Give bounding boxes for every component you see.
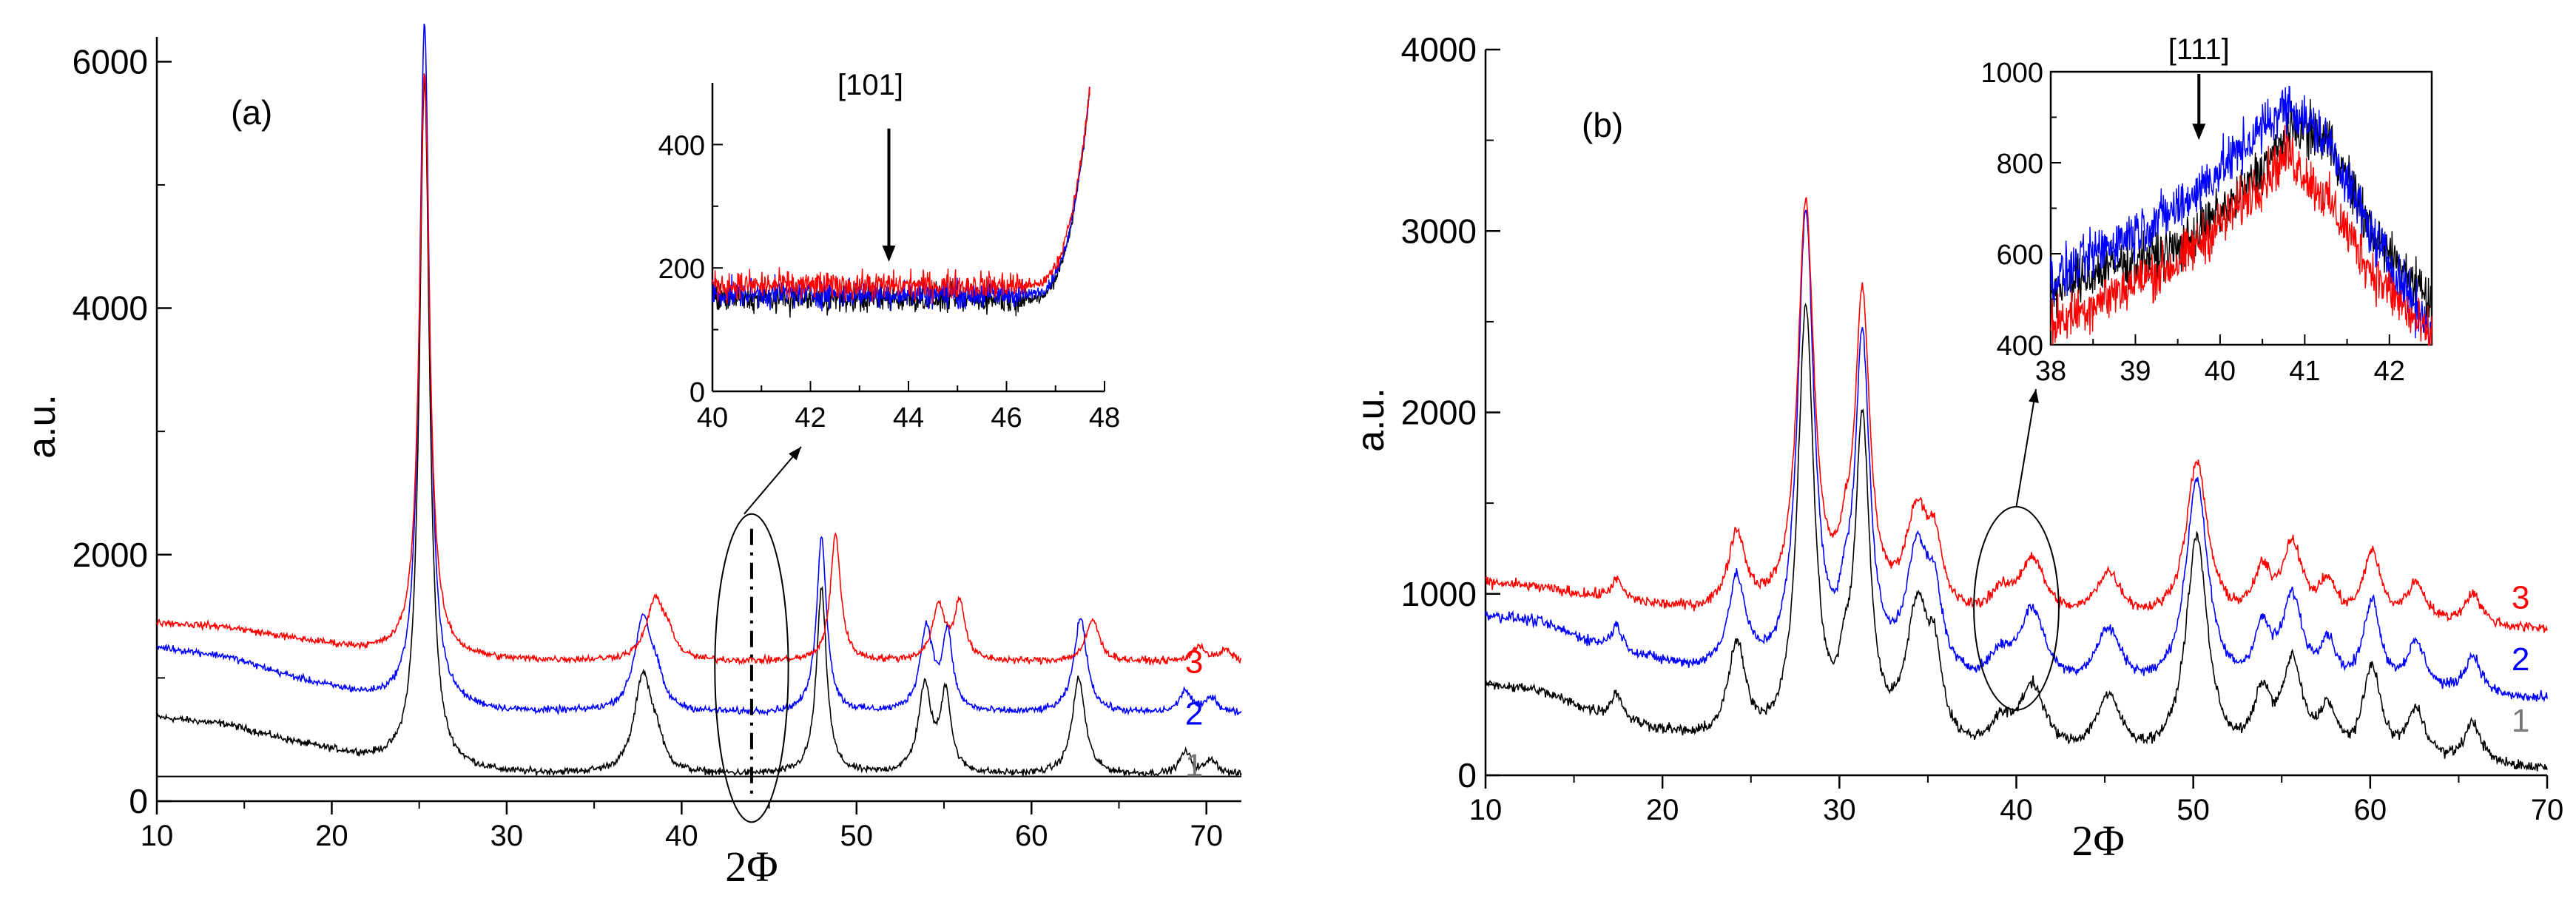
inset-x-tick-label: 46 — [991, 402, 1022, 434]
x-tick-label: 10 — [141, 820, 174, 852]
curve-label-3: 3 — [1185, 644, 1203, 681]
zoom-ellipse — [1973, 506, 2060, 711]
x-tick-label: 50 — [840, 820, 874, 852]
x-tick-label: 50 — [2177, 794, 2210, 826]
x-tick-label: 30 — [490, 820, 524, 852]
inset-series-line-3 — [2050, 125, 2432, 345]
x-tick-label: 40 — [2000, 794, 2033, 826]
x-tick-label: 70 — [1190, 820, 1223, 852]
series-line-3 — [1485, 197, 2548, 633]
inset-peak-label: [111] — [2168, 33, 2230, 66]
inset-x-tick-label: 41 — [2289, 356, 2320, 387]
inset-x-tick-label: 39 — [2120, 356, 2151, 387]
curve-label-1: 1 — [2512, 703, 2529, 739]
inset-pointer-line — [2015, 388, 2037, 507]
inset: 0 200 400 40 42 44 46 48 [101] — [658, 69, 1121, 434]
y-tick-label: 2000 — [73, 536, 148, 574]
x-tick-label: 60 — [2354, 794, 2387, 826]
series-line-1 — [156, 79, 1242, 777]
curve-label-3: 3 — [2512, 579, 2529, 615]
x-tick-label: 10 — [1469, 794, 1503, 826]
series-line-3 — [156, 73, 1242, 667]
x-tick-label: 20 — [315, 820, 348, 852]
inset-y-tick-label: 200 — [658, 254, 705, 285]
y-tick-label: 6000 — [73, 42, 148, 81]
inset-x-tick-label: 44 — [893, 402, 924, 434]
x-tick-label: 70 — [2531, 794, 2564, 826]
panel-b: 0 1000 2000 3000 4000 10 20 30 40 50 60 70 a.u. 2Φ (b)… — [1349, 30, 2563, 865]
curve-label-2: 2 — [1185, 696, 1203, 732]
inset-x-tick-label: 42 — [2374, 356, 2405, 387]
inset-series-line-3 — [712, 87, 1090, 304]
series-line-2 — [1485, 209, 2548, 703]
x-tick-label: 30 — [1823, 794, 1856, 826]
y-tick-label: 3000 — [1401, 212, 1477, 250]
panel-label: (b) — [1582, 106, 1623, 144]
inset-pointer-line — [744, 446, 802, 515]
curve-label-2: 2 — [2512, 641, 2529, 678]
curve-label-1: 1 — [1185, 748, 1203, 784]
y-tick-label: 4000 — [73, 289, 148, 328]
inset: 400 600 800 1000 38 39 40 41 42 [111] — [1980, 33, 2433, 387]
inset-x-tick-label: 42 — [795, 402, 826, 434]
inset-x-tick-label: 38 — [2035, 356, 2066, 387]
x-axis-label: 2Φ — [2071, 817, 2124, 865]
inset-y-tick-label: 0 — [689, 377, 705, 408]
zoom-ellipse — [714, 513, 789, 823]
inset-y-tick-label: 800 — [1997, 149, 2043, 180]
inset-pointer-arrowhead — [2029, 389, 2039, 403]
y-tick-label: 1000 — [1401, 575, 1477, 613]
y-tick-label: 0 — [129, 782, 148, 820]
inset-peak-arrowhead — [2192, 124, 2206, 141]
y-axis-label: a.u. — [1349, 388, 1392, 452]
inset-series-line-2 — [2050, 85, 2432, 346]
y-tick-label: 0 — [1457, 756, 1477, 795]
inset-x-tick-label: 40 — [697, 402, 728, 434]
x-tick-label: 20 — [1646, 794, 1679, 826]
y-tick-label: 2000 — [1401, 394, 1477, 432]
inset-y-tick-label: 1000 — [1980, 58, 2043, 89]
inset-y-tick-label: 400 — [1997, 331, 2043, 362]
inset-x-tick-label: 40 — [2205, 356, 2236, 387]
x-tick-label: 40 — [665, 820, 698, 852]
inset-peak-arrowhead — [882, 245, 896, 262]
panel-label: (a) — [231, 93, 272, 132]
inset-peak-label: [101] — [837, 69, 903, 101]
inset-series-line-2 — [712, 87, 1090, 311]
series-line-2 — [156, 23, 1242, 717]
y-tick-label: 4000 — [1401, 30, 1477, 69]
x-axis-label: 2Φ — [725, 843, 778, 891]
y-axis-label: a.u. — [21, 394, 64, 459]
series-line-1 — [1485, 303, 2548, 772]
inset-y-tick-label: 600 — [1997, 240, 2043, 271]
inset-pointer-arrowhead — [789, 447, 801, 461]
inset-x-tick-label: 48 — [1089, 402, 1120, 434]
inset-y-tick-label: 400 — [658, 130, 705, 161]
x-tick-label: 60 — [1015, 820, 1048, 852]
